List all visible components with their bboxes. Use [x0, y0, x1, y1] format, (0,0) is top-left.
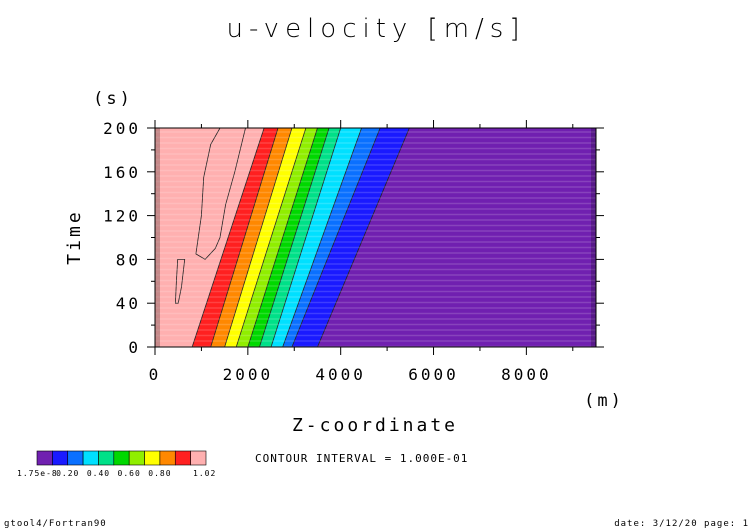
y-tick-label: 0 [128, 338, 141, 357]
y-axis-label: Time [64, 209, 85, 264]
x-tick-label: 4000 [315, 365, 366, 384]
contour-line-0.7 [235, 127, 307, 348]
region-over-one-1 [195, 127, 247, 260]
contour-line-0.8 [224, 127, 293, 348]
contour-interval-note: CONTOUR INTERVAL = 1.000E-01 [255, 452, 468, 465]
chart-title: u-velocity [m/s] [227, 14, 526, 44]
y-axis-unit: (s) [93, 89, 133, 109]
contour-line-0.9 [210, 127, 279, 348]
y-tick-label: 120 [103, 207, 141, 226]
footer-software: gtool4/Fortran90 [4, 519, 107, 529]
edge-left [155, 128, 160, 347]
plot-area [155, 127, 596, 348]
colorbar-swatch [159, 450, 176, 466]
colorbar-swatch [144, 450, 161, 466]
contour-line-1 [191, 127, 265, 348]
y-tick-label: 200 [103, 119, 141, 138]
colorbar-max-label: 1.02 [193, 469, 216, 478]
colorbar-swatch [36, 450, 53, 466]
region-over-one-2 [174, 258, 186, 304]
footer-date-page: date: 3/12/20 page: 1 [614, 519, 749, 529]
colorbar-swatch [82, 450, 99, 466]
colorbar [36, 450, 207, 466]
contour-line-0.2 [291, 127, 381, 348]
colorbar-tick-label: 0.80 [148, 469, 171, 478]
colorbar-tick-labels: 0.20 0.40 0.60 0.80 [56, 469, 171, 478]
colorbar-swatch [98, 450, 115, 466]
colorbar-swatch [67, 450, 84, 466]
x-axis-unit: (m) [584, 391, 624, 411]
contour-line-0.3 [282, 127, 362, 348]
colorbar-swatch [113, 450, 130, 466]
colorbar-swatch [128, 450, 145, 466]
contour-line-0.4 [270, 127, 342, 348]
y-tick-label: 80 [116, 250, 141, 269]
contour-line-0.5 [259, 127, 330, 348]
colorbar-tick-label: 0.20 [56, 469, 79, 478]
colorbar-min-label: 1.75e-8 [17, 469, 58, 478]
contour-line-0.6 [247, 127, 318, 348]
x-axis-label: Z-coordinate [292, 415, 458, 436]
x-tick-label: 8000 [501, 365, 552, 384]
x-tick-label: 6000 [408, 365, 459, 384]
y-tick-label: 160 [103, 163, 141, 182]
edge-right [591, 128, 596, 347]
x-tick-label: 2000 [223, 365, 274, 384]
y-tick-label: 40 [116, 294, 141, 313]
x-tick-label: 0 [149, 365, 162, 384]
colorbar-swatch [52, 450, 69, 466]
colorbar-swatch [190, 450, 207, 466]
colorbar-swatch [174, 450, 191, 466]
colorbar-tick-label: 0.40 [87, 469, 110, 478]
colorbar-tick-label: 0.60 [118, 469, 141, 478]
contour-line-0.1 [317, 127, 410, 348]
